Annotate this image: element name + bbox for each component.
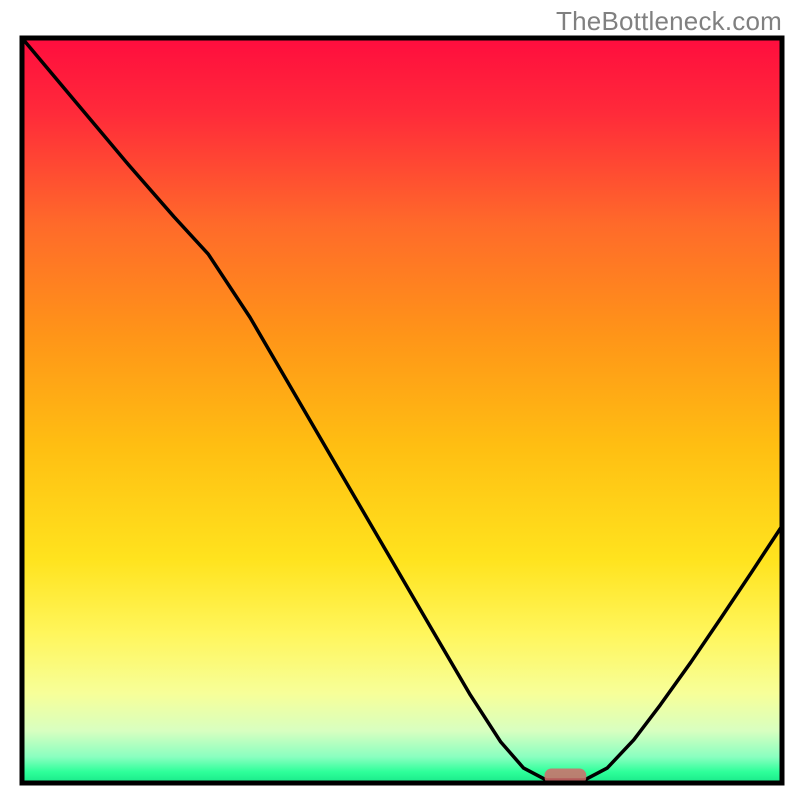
plot-background (22, 38, 782, 783)
bottleneck-curve-chart (0, 0, 800, 800)
chart-container: TheBottleneck.com (0, 0, 800, 800)
watermark-text: TheBottleneck.com (556, 6, 782, 37)
